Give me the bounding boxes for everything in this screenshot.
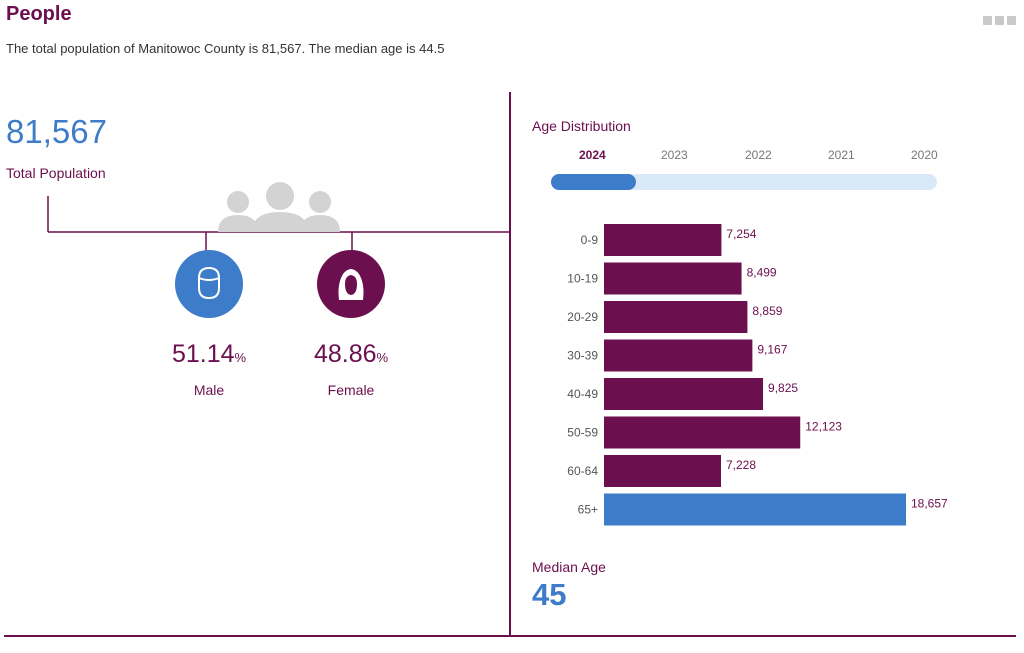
bar-value-label: 9,825 [768, 381, 798, 395]
age-bar[interactable] [604, 455, 721, 487]
median-age-label: Median Age [532, 559, 606, 575]
dot [995, 16, 1004, 25]
male-face-icon [198, 266, 220, 300]
page-title: People [6, 3, 72, 25]
category-label: 20-29 [567, 310, 598, 324]
age-bar[interactable] [604, 301, 748, 333]
age-bar[interactable] [604, 493, 906, 526]
year-tab[interactable]: 2023 [661, 148, 688, 162]
male-percent-value: 51.14 [171, 340, 235, 368]
age-bar[interactable] [604, 224, 722, 256]
bar-value-label: 12,123 [805, 420, 842, 434]
year-tab[interactable]: 2020 [911, 148, 938, 162]
year-slider[interactable] [551, 174, 937, 190]
bar-value-label: 8,499 [747, 266, 777, 280]
bar-value-label: 7,254 [726, 227, 756, 241]
female-percent-unit: % [376, 350, 389, 365]
age-bar[interactable] [604, 378, 764, 410]
population-summary: The total population of Manitowoc County… [6, 41, 445, 56]
more-dots-icon[interactable] [983, 16, 1017, 26]
female-percentage: 48.86% [296, 340, 406, 369]
male-percent-unit: % [234, 350, 247, 365]
age-distribution-label: Age Distribution [532, 118, 631, 134]
category-label: 60-64 [567, 464, 598, 478]
dot [1007, 16, 1016, 25]
category-label: 65+ [578, 503, 598, 517]
people-group-icon [218, 182, 340, 232]
male-person-icon [175, 250, 243, 318]
year-tab[interactable]: 2022 [745, 148, 772, 162]
category-label: 30-39 [567, 349, 598, 363]
year-tab[interactable]: 2021 [828, 148, 855, 162]
female-label: Female [327, 382, 375, 398]
age-bar[interactable] [604, 416, 801, 449]
category-label: 10-19 [567, 272, 598, 286]
year-tab[interactable]: 2024 [579, 148, 606, 162]
male-percentage: 51.14% [154, 340, 264, 369]
bottom-divider [4, 635, 1016, 637]
dot [983, 16, 992, 25]
median-age-value: 45 [532, 577, 567, 612]
bar-value-label: 7,228 [726, 458, 756, 472]
age-bar[interactable] [604, 339, 753, 372]
age-distribution-chart: 0-9 7,254 10-19 8,499 20-29 8,859 30-39 9,167 40… [567, 224, 948, 526]
bar-value-label: 9,167 [757, 343, 787, 357]
total-population-label: Total Population [6, 165, 106, 181]
bar-value-label: 18,657 [911, 497, 948, 511]
category-label: 50-59 [567, 426, 598, 440]
female-percent-value: 48.86 [313, 340, 377, 368]
bar-value-label: 8,859 [752, 304, 782, 318]
female-face-icon [338, 269, 364, 300]
female-person-icon [317, 250, 385, 318]
total-population-value: 81,567 [6, 113, 107, 150]
year-tabs: 2024 2023 2022 2021 2020 [556, 148, 956, 166]
year-slider-fill[interactable] [551, 174, 636, 190]
category-label: 40-49 [567, 387, 598, 401]
category-label: 0-9 [581, 233, 599, 247]
section-divider [509, 92, 511, 637]
age-bar[interactable] [604, 262, 742, 295]
male-label: Male [193, 382, 225, 398]
